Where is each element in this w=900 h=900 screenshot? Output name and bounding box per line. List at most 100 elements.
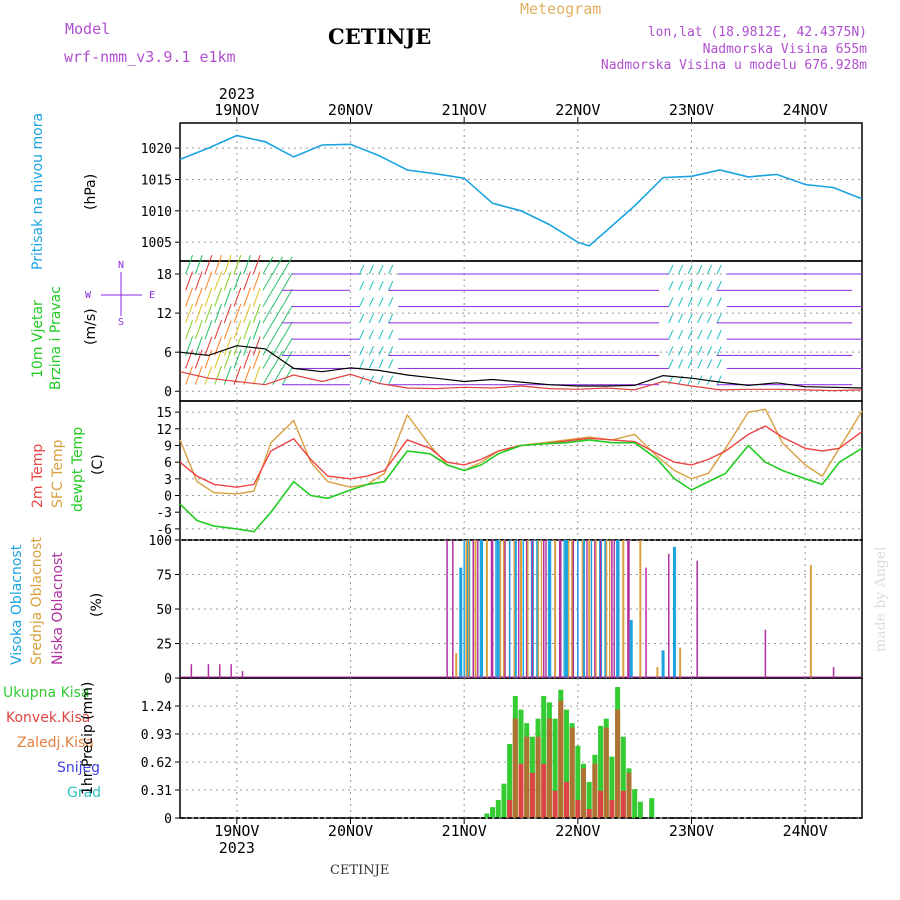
total-rain-bar — [507, 743, 513, 818]
model-elevation-label: Nadmorska Visina u modelu 676.928m — [600, 58, 867, 73]
pressure-line — [179, 134, 863, 247]
total-rain-bar — [649, 798, 655, 818]
y-tick-label: 75 — [156, 569, 172, 584]
y-tick-label: 9 — [164, 439, 172, 454]
y-tick-label: 12 — [156, 423, 172, 438]
temp2m-line — [179, 425, 863, 488]
y-tick-label: 15 — [156, 406, 172, 421]
strat-rain-bar — [609, 799, 615, 818]
y-tick-label: 0.62 — [141, 756, 172, 771]
x-tick-label-bottom: 23NOV — [669, 822, 714, 840]
total-rain-bar — [598, 725, 604, 818]
strat-rain-bar — [586, 808, 592, 818]
mixed-rain-bar — [512, 718, 518, 818]
y-tick-label: 3 — [164, 473, 172, 488]
y-tick-label: 6 — [164, 456, 172, 471]
wind-barbs — [185, 255, 863, 386]
legend-snow: Snijeg — [57, 760, 101, 776]
mixed-rain-bar — [535, 736, 541, 818]
model-label: Model — [65, 20, 111, 38]
total-rain-bar — [501, 783, 507, 818]
total-rain-bar — [484, 813, 490, 818]
y-tick-label: 100 — [149, 534, 172, 549]
mixed-rain-bar — [592, 763, 598, 818]
dewpt-line — [179, 439, 863, 533]
total-rain-bar — [609, 756, 615, 818]
y-tick-label: -3 — [156, 506, 172, 521]
x-tick-label-top: 22NOV — [555, 101, 600, 119]
x-tick-label-top: 24NOV — [783, 101, 828, 119]
panel-frame — [179, 260, 863, 402]
wind-gust-line — [179, 371, 863, 392]
wind-speed-line — [179, 345, 863, 389]
total-rain-bar — [620, 736, 626, 818]
y-tick-label: 1020 — [141, 142, 172, 157]
year-label-top: 2023 — [219, 85, 255, 103]
mixed-rain-bar — [558, 700, 564, 818]
year-label-bottom: 2023 — [219, 839, 255, 857]
sfc-temp-line — [179, 408, 863, 495]
mixed-rain-bar — [569, 727, 575, 818]
model-name: wrf-nmm_v3.9.1 e1km — [64, 48, 236, 66]
total-rain-bar — [637, 801, 643, 818]
meteogram-title: Meteogram — [520, 0, 602, 18]
y-tick-label: -6 — [156, 523, 172, 538]
y-tick-label: 0 — [164, 490, 172, 505]
total-rain-bar — [632, 789, 638, 818]
lonlat-label: lon,lat (18.9812E, 42.4375N) — [647, 25, 867, 40]
y-tick-label: 1005 — [141, 236, 172, 251]
strat-rain-bar — [563, 781, 569, 818]
total-rain-bar — [563, 709, 569, 818]
total-rain-bar — [495, 799, 501, 818]
total-rain-bar — [541, 696, 547, 818]
x-tick-label-bottom: 21NOV — [442, 822, 487, 840]
y-tick-label: 0 — [164, 812, 172, 827]
y-tick-label: 12 — [156, 307, 172, 322]
y-tick-label: 0.31 — [141, 784, 172, 799]
total-rain-bar — [575, 745, 581, 818]
elevation-label: Nadmorska Visina 655m — [702, 42, 867, 57]
strat-rain-bar — [541, 763, 547, 818]
x-tick-label-bottom: 20NOV — [328, 822, 373, 840]
strat-rain-bar — [507, 799, 513, 818]
wind-direction-label: W — [85, 290, 92, 301]
strat-rain-bar — [529, 772, 535, 818]
strat-rain-bar — [552, 790, 558, 818]
y-tick-label: 0.93 — [141, 728, 172, 743]
strat-rain-bar — [575, 799, 581, 818]
y-tick-label: 1010 — [141, 205, 172, 220]
x-tick-label-bottom: 24NOV — [783, 822, 828, 840]
strat-rain-bar — [598, 790, 604, 818]
mixed-rain-bar — [524, 736, 530, 818]
y-tick-label: 50 — [156, 603, 172, 618]
x-tick-label-top: 21NOV — [442, 101, 487, 119]
mixed-rain-bar — [626, 772, 632, 818]
mixed-rain-bar — [615, 709, 621, 818]
legend-total-rain: Ukupna Kisa — [3, 685, 90, 701]
strat-rain-bar — [518, 763, 524, 818]
y-tick-label: 1.24 — [141, 700, 172, 715]
strat-rain-bar — [620, 790, 626, 818]
legend-conv-rain: Konvek.Kisa — [6, 710, 91, 726]
mixed-rain-bar — [581, 768, 587, 818]
x-tick-label-top: 23NOV — [669, 101, 714, 119]
y-tick-label: 0 — [164, 385, 172, 400]
y-tick-label: 6 — [164, 346, 172, 361]
legend-graupel: Grad — [67, 785, 102, 801]
station-title: CETINJE — [328, 24, 432, 49]
panel-frame — [179, 122, 863, 262]
wind-direction-label: E — [149, 290, 155, 301]
y-tick-label: 1015 — [141, 173, 172, 188]
x-tick-label-top: 20NOV — [328, 101, 373, 119]
wind-direction-label: N — [118, 260, 124, 271]
footer-station: CETINJE — [330, 863, 390, 878]
mixed-rain-bar — [603, 727, 609, 818]
y-tick-label: 25 — [156, 638, 172, 653]
total-rain-bar — [586, 781, 592, 818]
y-tick-label: 0 — [164, 672, 172, 687]
x-tick-label-top: 19NOV — [214, 101, 259, 119]
x-tick-label-bottom: 19NOV — [214, 822, 259, 840]
panel-frame — [179, 400, 863, 541]
total-rain-bar — [490, 807, 496, 818]
